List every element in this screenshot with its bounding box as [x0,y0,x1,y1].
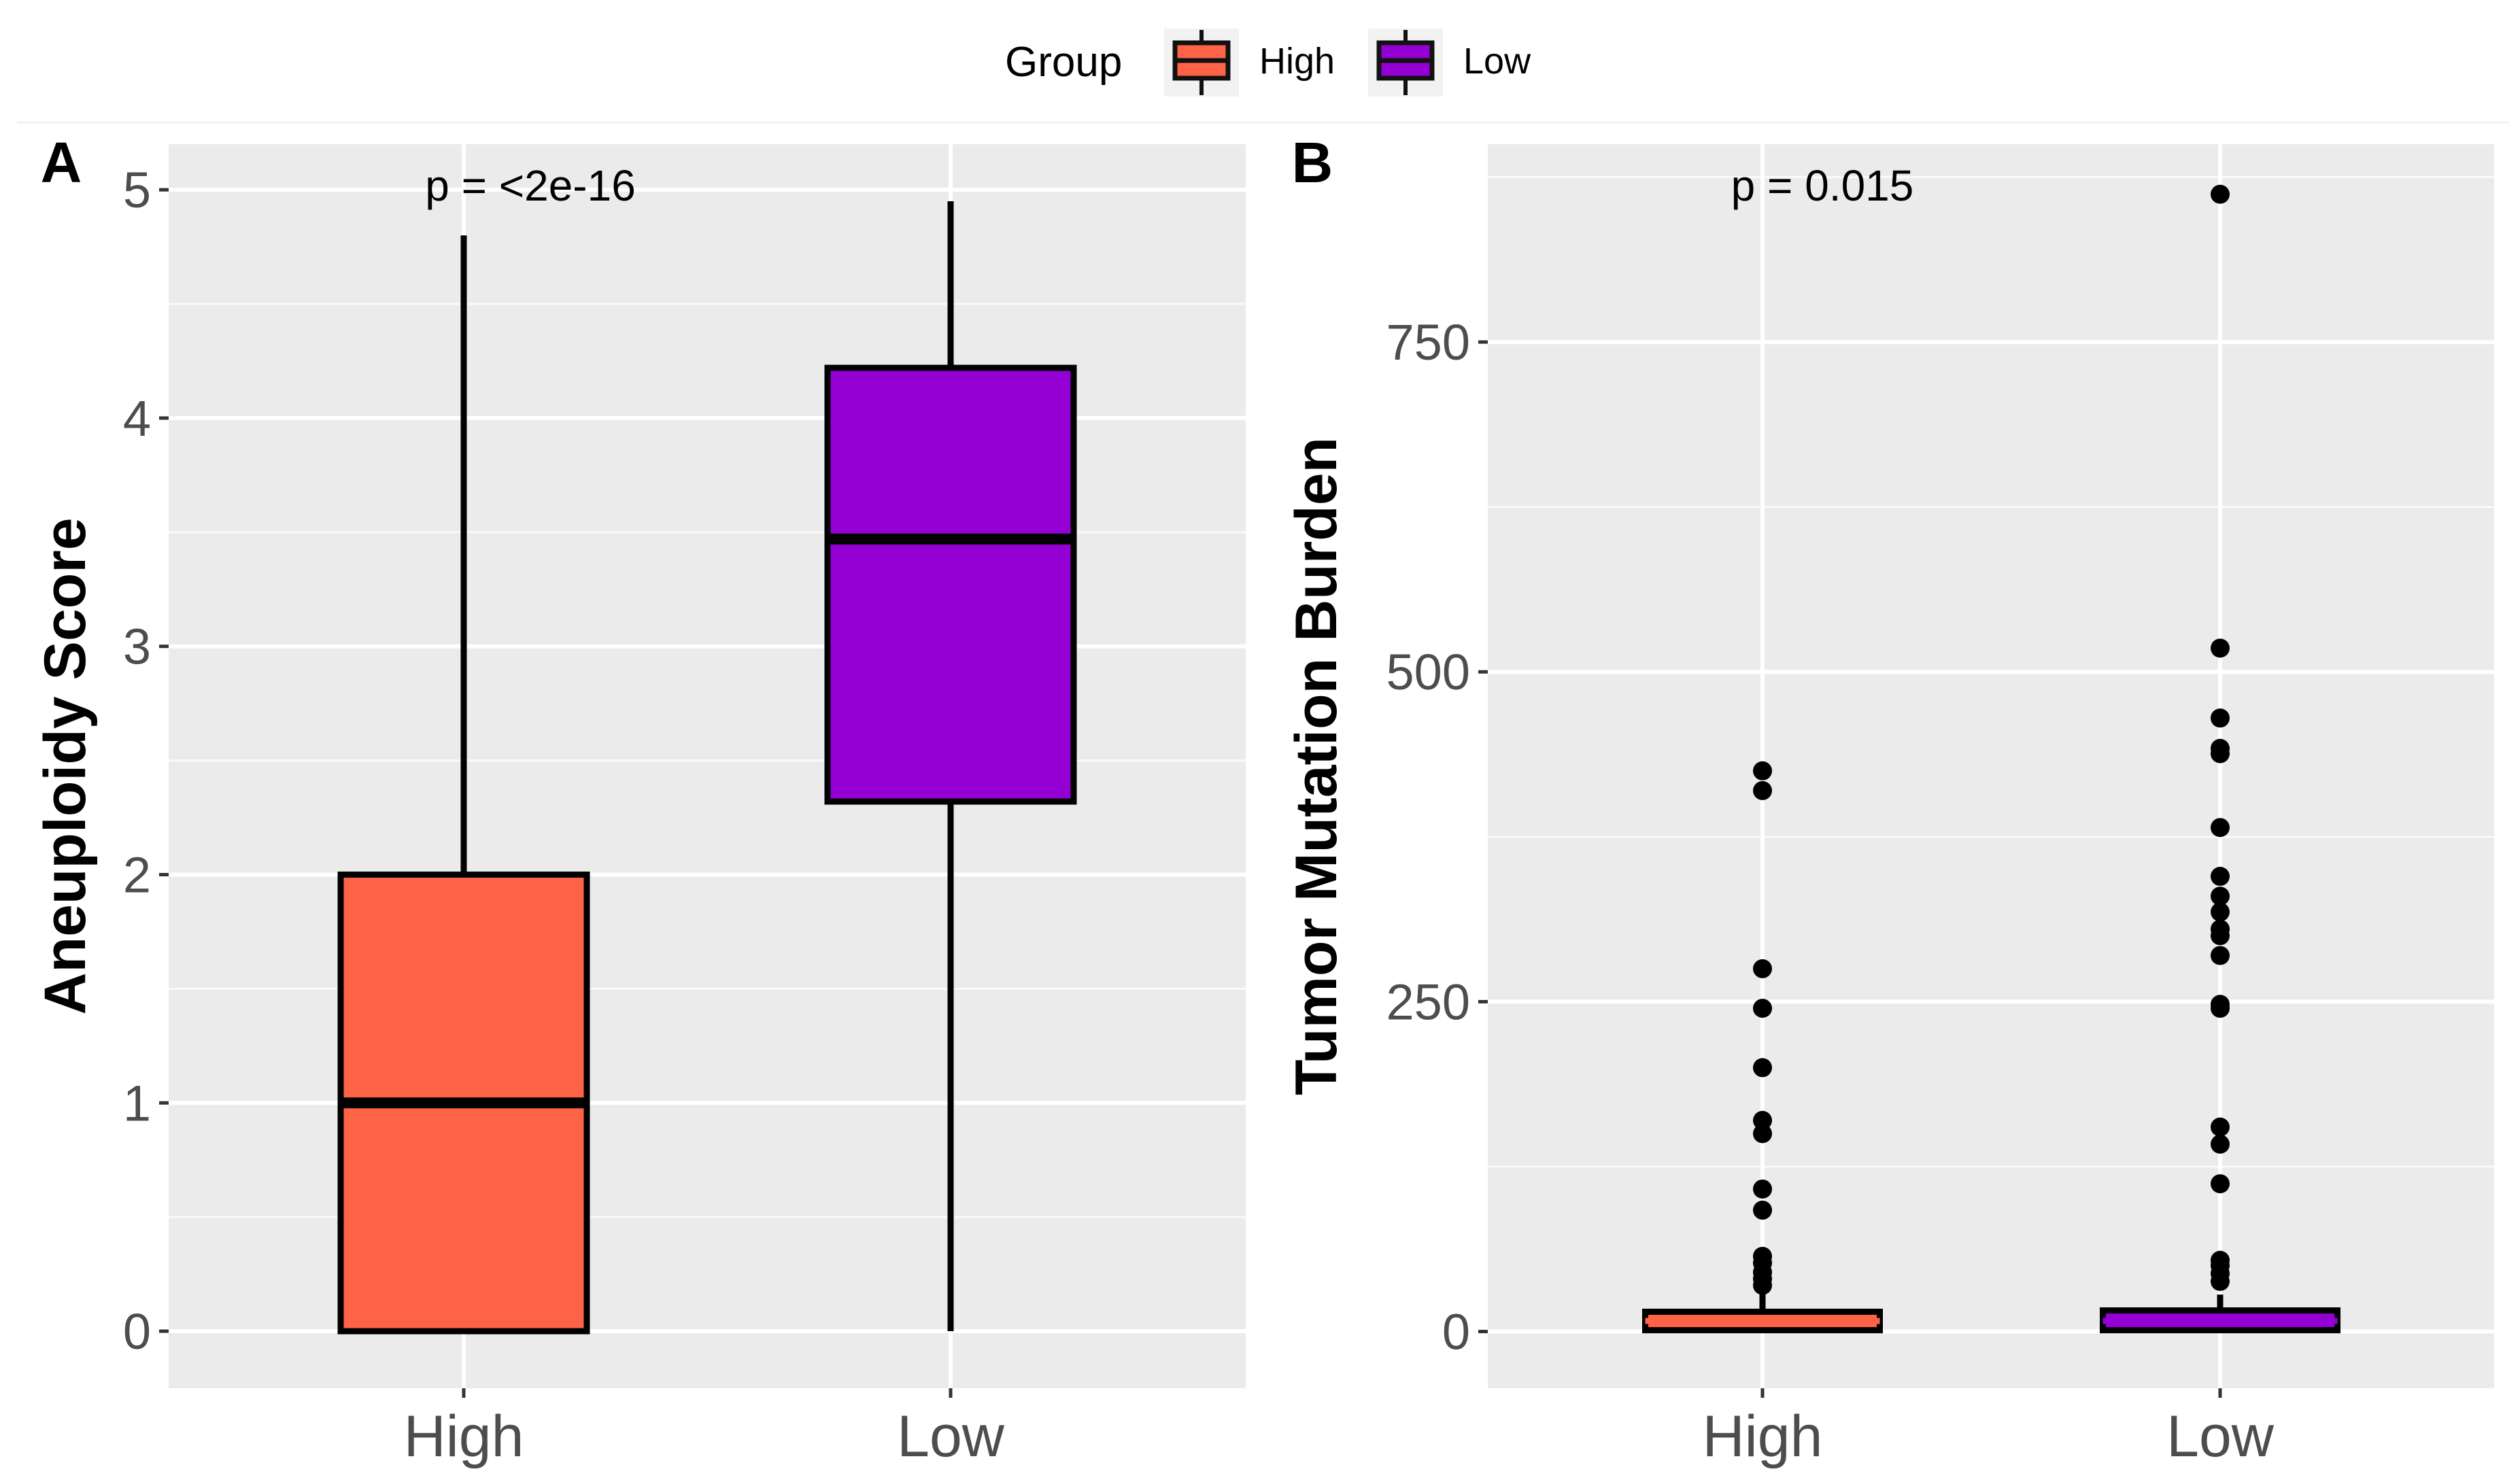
outlier-point [2211,902,2230,922]
outlier-point [2211,184,2230,204]
p-value-annotation: p = <2e-16 [425,161,636,210]
outlier-point [2211,867,2230,887]
outlier-point [1753,1246,1772,1266]
y-tick-label: 2 [123,846,151,903]
y-tick-label: 4 [123,390,151,447]
outlier-point [2211,708,2230,728]
y-tick-label: 0 [123,1303,151,1360]
outlier-point [2211,638,2230,658]
legend-label-high: High [1259,41,1335,82]
outlier-point [2211,887,2230,906]
box-low [2100,184,2340,1334]
y-tick-label: 750 [1386,314,1470,371]
outlier-point [1753,1111,1772,1131]
legend-key-high [1164,29,1239,97]
outlier-point [2211,1174,2230,1194]
y-tick-label: 3 [123,619,151,675]
plot-background [1488,144,2494,1388]
box-high [1642,761,1883,1334]
outlier-point [2211,818,2230,838]
x-tick-label-low: Low [897,1404,1005,1469]
panel-b: 0 250 500 750 High Low p = 0.015 B Tumor Mutatio… [1284,131,2494,1469]
outlier-point [2211,1117,2230,1137]
plot-background [169,144,1246,1388]
legend-keys: High Low [1164,29,1531,97]
y-tick-label: 5 [123,162,151,218]
box-high [337,235,590,1335]
x-tick-label-low: Low [2166,1404,2275,1469]
outlier-point [2211,946,2230,965]
outlier-point [1753,1058,1772,1078]
legend: Group High Low [1005,29,1531,97]
x-tick-label-high: High [1703,1404,1823,1469]
outlier-point [1753,780,1772,800]
p-value-annotation: p = 0.015 [1731,161,1914,210]
outlier-point [1753,1201,1772,1220]
box-low [824,201,1077,1332]
outlier-point [2211,919,2230,939]
y-tick-label: 250 [1386,974,1470,1030]
y-tick-label: 0 [1442,1304,1470,1360]
panel-label: A [41,131,82,194]
legend-key-low [1368,29,1443,97]
outlier-point [1753,761,1772,780]
outlier-point [2211,995,2230,1014]
legend-title: Group [1005,39,1122,86]
y-tick-label: 500 [1386,644,1470,700]
panel-label: B [1292,131,1333,194]
outlier-point [2211,1134,2230,1154]
y-tick-label: 1 [123,1075,151,1131]
outlier-point [1753,959,1772,978]
outlier-point [1753,999,1772,1018]
y-axis-label: Tumor Mutation Burden [1284,437,1349,1095]
box-body [824,364,1077,805]
legend-label-low: Low [1463,41,1531,82]
outlier-point [2211,1250,2230,1270]
outlier-point [2211,738,2230,758]
outlier-point [1753,1179,1772,1199]
y-axis-label: Aneuploidy Score [33,517,98,1014]
outlier-point [1753,1124,1772,1144]
x-tick-label-high: High [404,1404,524,1469]
panel-a: 0 1 2 3 4 5 High Low p = <2e-16 A Aneuploidy Score [33,131,1246,1469]
